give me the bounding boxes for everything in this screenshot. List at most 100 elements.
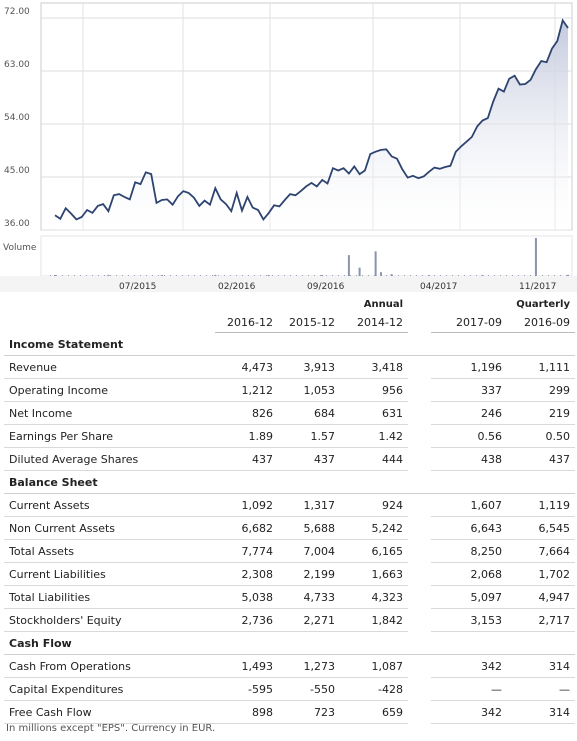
volume-baseline-tick <box>134 275 135 276</box>
volume-baseline-tick <box>518 275 519 276</box>
table-cell: 723 <box>278 700 340 724</box>
table-cell: 7,004 <box>278 539 340 563</box>
table-cell: 1,196 <box>431 355 507 379</box>
volume-baseline-tick <box>500 275 501 276</box>
table-cell: -595 <box>215 677 278 701</box>
volume-baseline-tick <box>392 275 393 276</box>
table-cell: 3,418 <box>340 355 408 379</box>
table-cell: 342 <box>431 700 507 724</box>
row-label: Cash From Operations <box>4 654 215 678</box>
volume-baseline-tick <box>92 275 93 276</box>
table-cell: 5,038 <box>215 585 278 609</box>
table-row: Revenue 4,473 3,913 3,418 1,196 1,111 <box>4 355 575 379</box>
volume-baseline-tick <box>56 275 57 276</box>
volume-baseline-tick <box>374 275 375 276</box>
volume-baseline-tick <box>128 275 129 276</box>
volume-baseline-tick <box>482 275 483 276</box>
table-cell: 2,271 <box>278 608 340 632</box>
row-label: Free Cash Flow <box>4 700 215 724</box>
volume-bar <box>54 275 56 276</box>
date-header: 2014-12 <box>340 313 408 333</box>
table-cell: 1,053 <box>278 378 340 402</box>
table-cell: 2,068 <box>431 562 507 586</box>
row-label: Non Current Assets <box>4 516 215 540</box>
table-cell: 1,663 <box>340 562 408 586</box>
volume-baseline-tick <box>512 275 513 276</box>
volume-bars <box>50 238 569 276</box>
table-cell: 0.56 <box>431 424 507 448</box>
row-label: Total Assets <box>4 539 215 563</box>
volume-baseline-tick <box>338 275 339 276</box>
table-cell: -550 <box>278 677 340 701</box>
volume-baseline-tick <box>320 275 321 276</box>
volume-baseline-tick <box>272 275 273 276</box>
table-cell: 659 <box>340 700 408 724</box>
volume-baseline-tick <box>548 275 549 276</box>
volume-baseline-tick <box>446 275 447 276</box>
volume-baseline-tick <box>488 275 489 276</box>
volume-baseline-tick <box>212 275 213 276</box>
table-cell: 1,273 <box>278 654 340 678</box>
volume-baseline-tick <box>386 275 387 276</box>
row-label: Earnings Per Share <box>4 424 215 448</box>
volume-baseline-tick <box>380 275 381 276</box>
table-row: Earnings Per Share 1.89 1.57 1.42 0.56 0.50 <box>4 424 575 448</box>
section-title: Income Statement <box>4 332 575 356</box>
table-cell: 1,702 <box>507 562 575 586</box>
volume-baseline-tick <box>356 275 357 276</box>
volume-baseline-tick <box>86 275 87 276</box>
volume-baseline-tick <box>434 275 435 276</box>
volume-baseline-tick <box>536 275 537 276</box>
volume-baseline-tick <box>458 275 459 276</box>
volume-baseline-tick <box>152 275 153 276</box>
volume-bar <box>347 255 350 276</box>
volume-baseline-tick <box>188 275 189 276</box>
row-label: Revenue <box>4 355 215 379</box>
volume-baseline-tick <box>332 275 333 276</box>
volume-baseline-tick <box>218 275 219 276</box>
volume-baseline-tick <box>440 275 441 276</box>
table-cell: 6,545 <box>507 516 575 540</box>
table-cell: 1,111 <box>507 355 575 379</box>
stock-price-chart: 72.00 63.00 54.00 45.00 36.00 Volume 07/2015… <box>0 2 577 292</box>
volume-baseline-tick <box>224 275 225 276</box>
table-cell: — <box>431 677 507 701</box>
volume-baseline-tick <box>506 275 507 276</box>
volume-baseline-tick <box>476 275 477 276</box>
table-cell: 4,473 <box>215 355 278 379</box>
table-cell: 5,097 <box>431 585 507 609</box>
table-cell: 337 <box>431 378 507 402</box>
volume-baseline-tick <box>176 275 177 276</box>
volume-baseline-tick <box>470 275 471 276</box>
volume-baseline-tick <box>290 275 291 276</box>
x-tick-label: 09/2016 <box>307 282 345 292</box>
financials-table: Annual Quarterly 2016-12 2015-12 2014-12… <box>4 296 575 724</box>
volume-baseline-tick <box>80 275 81 276</box>
volume-baseline-tick <box>104 275 105 276</box>
table-cell: 684 <box>278 401 340 425</box>
volume-baseline-tick <box>200 275 201 276</box>
row-label: Capital Expenditures <box>4 677 215 701</box>
period-header-row: Annual Quarterly <box>4 296 575 313</box>
table-cell: 924 <box>340 493 408 517</box>
table-cell: 314 <box>507 654 575 678</box>
volume-baseline-tick <box>452 275 453 276</box>
volume-baseline-tick <box>404 275 405 276</box>
volume-bar <box>321 275 324 276</box>
table-cell: 6,643 <box>431 516 507 540</box>
volume-baseline-tick <box>158 275 159 276</box>
volume-bar <box>214 274 217 276</box>
volume-bar <box>567 274 569 276</box>
volume-bar <box>358 267 361 276</box>
table-cell: 1,087 <box>340 654 408 678</box>
section-title: Balance Sheet <box>4 470 575 494</box>
row-label: Current Assets <box>4 493 215 517</box>
table-cell: 438 <box>431 447 507 471</box>
table-cell: 219 <box>507 401 575 425</box>
section-title: Cash Flow <box>4 631 575 655</box>
volume-baseline-tick <box>248 275 249 276</box>
volume-bar <box>160 275 163 276</box>
table-row: Non Current Assets 6,682 5,688 5,242 6,643 6,… <box>4 516 575 540</box>
volume-baseline-tick <box>194 275 195 276</box>
volume-baseline-tick <box>74 275 75 276</box>
